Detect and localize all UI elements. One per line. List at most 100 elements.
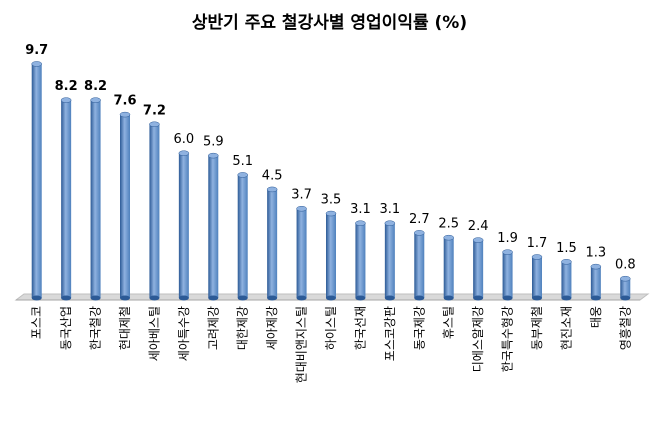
bar-cap	[119, 111, 131, 118]
bar-group	[443, 234, 454, 301]
data-label: 3.5	[321, 193, 342, 208]
bar-base	[473, 295, 484, 301]
bar	[443, 237, 454, 298]
bar-cap	[414, 230, 425, 236]
data-label: 2.4	[468, 219, 489, 234]
bar-base	[149, 295, 160, 301]
bar	[620, 278, 631, 298]
category-label: 한국특수형강	[501, 306, 515, 372]
bar-base	[532, 295, 542, 301]
bar-cap	[208, 152, 219, 159]
bar-cap	[502, 249, 513, 255]
bar-cap	[237, 172, 248, 178]
data-label: 3.1	[350, 202, 371, 217]
bar	[61, 100, 72, 298]
bar	[502, 252, 513, 298]
bar	[237, 174, 248, 298]
bar	[590, 266, 601, 298]
bar	[326, 213, 336, 298]
bar	[31, 63, 42, 299]
data-label: 0.8	[615, 258, 636, 273]
bar-cap	[443, 234, 454, 241]
data-label: 2.7	[409, 212, 430, 227]
data-label: 9.7	[25, 43, 48, 58]
data-label: 2.5	[438, 217, 459, 232]
bar	[384, 223, 395, 298]
bar-group	[149, 121, 160, 301]
bar-cap	[561, 259, 572, 265]
bar-base	[296, 295, 307, 301]
category-label: 한국선재	[353, 306, 367, 350]
data-label: 3.7	[291, 188, 312, 203]
bar-base	[208, 295, 219, 301]
bar-cap	[60, 97, 72, 103]
bar-group	[561, 259, 572, 301]
category-label: 포스코	[30, 306, 44, 339]
bar-base	[326, 295, 336, 301]
bar-base	[178, 295, 189, 301]
bar-group	[531, 254, 543, 301]
bar	[414, 232, 425, 298]
bar	[473, 240, 484, 298]
bar	[561, 261, 572, 298]
category-label: 휴스틸	[442, 306, 456, 339]
data-labels: 9.7 8.2 8.2 7.6 7.2 6.0 5.9 5.1 4.5 3.7 3.5 3.1 3.1 2…	[25, 43, 635, 273]
bar-cap	[620, 275, 631, 282]
data-label: 8.2	[84, 79, 107, 94]
bar-cap	[325, 210, 337, 217]
category-label: 태웅	[589, 306, 603, 328]
bar-group	[502, 249, 513, 301]
category-label: 동부제철	[530, 306, 544, 350]
category-label: 고려제강	[206, 306, 220, 350]
bar-cap	[149, 121, 160, 128]
bar-group	[60, 97, 72, 301]
bar-group	[472, 237, 484, 301]
category-label: 세아베스틸	[147, 306, 161, 361]
bar-base	[237, 295, 248, 301]
data-label: 3.1	[380, 202, 401, 217]
bar-group	[119, 111, 131, 301]
bar-base	[414, 295, 425, 301]
data-label: 1.5	[556, 241, 577, 256]
bar-cap	[472, 237, 484, 243]
category-label: 현대제철	[118, 306, 132, 350]
bar-group	[266, 186, 278, 301]
bar-base	[561, 295, 572, 301]
bar-base	[61, 295, 72, 301]
bar-cap	[266, 186, 278, 193]
data-label: 7.6	[113, 94, 136, 109]
bar-group	[31, 61, 42, 301]
bar	[296, 208, 307, 298]
bar-base	[31, 295, 42, 301]
bar-cap	[384, 220, 396, 226]
data-label: 5.1	[232, 154, 253, 169]
category-label: 동국산업	[59, 306, 73, 350]
bar-cap	[178, 150, 190, 156]
data-label: 1.3	[586, 246, 607, 261]
category-label: 영흥철강	[618, 306, 632, 350]
data-label: 6.0	[174, 132, 195, 147]
bar-base	[443, 295, 454, 301]
category-label: 한국철강	[89, 306, 103, 350]
data-label: 7.2	[143, 103, 166, 118]
bar-cap	[90, 97, 101, 103]
bar-cap	[590, 263, 602, 270]
category-label: 세아특수강	[177, 306, 191, 361]
category-label: 하이스틸	[324, 306, 338, 350]
bar-base	[120, 295, 130, 301]
bar	[208, 155, 219, 298]
bar-base	[502, 295, 513, 301]
bar-base	[620, 295, 631, 301]
category-labels: 포스코 동국산업 한국철강 현대제철 세아베스틸 세아특수강 고려제강 대한제강 세아제강 현대비…	[30, 306, 633, 383]
bar	[149, 124, 160, 298]
bar-group	[296, 205, 307, 301]
category-label: 현대비앤지스틸	[295, 306, 309, 383]
bar-group	[620, 275, 631, 301]
data-label: 4.5	[262, 168, 283, 183]
category-label: 대한제강	[236, 306, 250, 350]
bar-base	[355, 295, 366, 301]
bar-group	[414, 230, 425, 301]
bar-group	[590, 263, 602, 301]
